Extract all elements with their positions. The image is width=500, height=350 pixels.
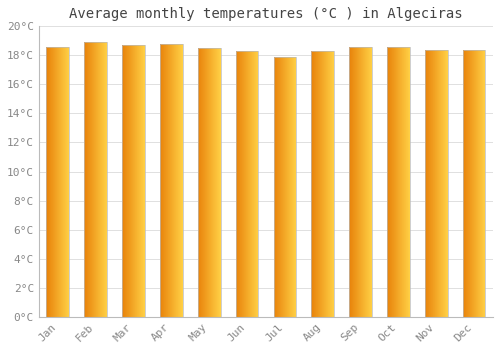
Bar: [274, 57, 296, 317]
Bar: [425, 49, 448, 317]
Bar: [387, 47, 410, 317]
Bar: [84, 42, 107, 317]
Bar: [198, 48, 220, 317]
Bar: [46, 47, 69, 317]
Title: Average monthly temperatures (°C ) in Algeciras: Average monthly temperatures (°C ) in Al…: [69, 7, 462, 21]
Bar: [463, 49, 485, 317]
Bar: [236, 51, 258, 317]
Bar: [160, 44, 182, 317]
Bar: [349, 47, 372, 317]
Bar: [122, 45, 145, 317]
Bar: [312, 51, 334, 317]
